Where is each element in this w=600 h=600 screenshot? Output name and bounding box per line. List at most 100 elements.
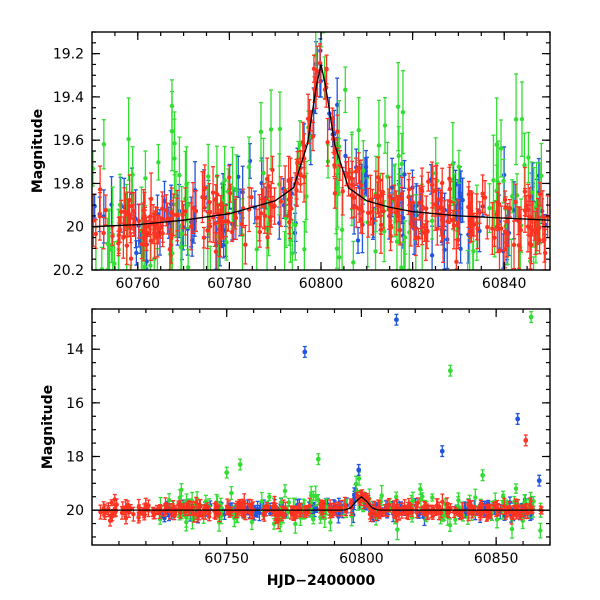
point-marker bbox=[278, 500, 284, 505]
data-point bbox=[160, 191, 165, 227]
point-marker bbox=[215, 192, 220, 197]
data-point bbox=[128, 264, 133, 270]
point-marker bbox=[420, 494, 425, 499]
data-point bbox=[229, 222, 235, 243]
point-marker bbox=[243, 242, 248, 247]
point-marker bbox=[381, 208, 386, 214]
point-marker bbox=[494, 212, 499, 217]
data-point bbox=[193, 190, 199, 232]
point-marker bbox=[439, 180, 445, 186]
point-marker bbox=[315, 69, 320, 74]
data-point bbox=[447, 164, 453, 214]
data-point bbox=[95, 287, 99, 357]
data-point bbox=[537, 181, 543, 207]
point-marker bbox=[317, 60, 323, 66]
point-marker bbox=[423, 232, 429, 238]
point-marker bbox=[143, 176, 148, 181]
point-marker bbox=[128, 256, 134, 261]
data-point bbox=[311, 514, 316, 525]
point-marker bbox=[282, 271, 286, 275]
data-point bbox=[346, 156, 351, 197]
point-marker bbox=[218, 234, 223, 239]
point-marker bbox=[258, 129, 264, 134]
point-marker bbox=[494, 517, 500, 522]
point-marker bbox=[259, 499, 265, 504]
point-marker bbox=[466, 192, 472, 197]
point-marker bbox=[125, 212, 130, 217]
point-marker bbox=[475, 302, 479, 306]
point-marker bbox=[293, 521, 298, 527]
data-point bbox=[97, 282, 101, 357]
data-point bbox=[122, 187, 127, 237]
data-point bbox=[511, 220, 517, 270]
point-marker bbox=[516, 243, 522, 248]
point-marker bbox=[480, 191, 485, 196]
point-marker bbox=[118, 209, 124, 214]
point-marker bbox=[513, 199, 518, 205]
point-marker bbox=[321, 12, 325, 16]
point-marker bbox=[450, 161, 456, 167]
data-point bbox=[456, 492, 461, 509]
data-point bbox=[258, 101, 264, 162]
point-marker bbox=[160, 231, 165, 236]
point-marker bbox=[456, 164, 462, 169]
point-marker bbox=[518, 227, 524, 233]
point-marker bbox=[395, 527, 400, 532]
point-marker bbox=[430, 189, 436, 194]
data-point bbox=[218, 194, 223, 215]
point-marker bbox=[537, 192, 543, 197]
point-marker bbox=[290, 251, 295, 256]
data-point bbox=[175, 197, 180, 232]
data-point bbox=[482, 180, 488, 216]
point-marker bbox=[190, 205, 196, 211]
data-point bbox=[286, 181, 292, 218]
data-point bbox=[110, 226, 115, 247]
point-marker bbox=[298, 173, 303, 178]
data-point bbox=[282, 484, 288, 498]
point-marker bbox=[543, 250, 548, 256]
data-point bbox=[218, 215, 223, 258]
point-marker bbox=[403, 271, 407, 275]
point-marker bbox=[167, 247, 173, 252]
point-marker bbox=[282, 188, 288, 194]
data-point bbox=[302, 221, 307, 270]
point-marker bbox=[169, 128, 175, 134]
data-point bbox=[215, 175, 220, 214]
point-marker bbox=[110, 233, 115, 239]
point-marker bbox=[343, 171, 349, 176]
point-marker bbox=[379, 493, 384, 498]
point-marker bbox=[249, 194, 254, 200]
data-point bbox=[320, 12, 325, 34]
data-point bbox=[136, 203, 142, 239]
data-point bbox=[430, 493, 435, 502]
point-marker bbox=[201, 235, 207, 240]
point-marker bbox=[180, 212, 185, 218]
data-point bbox=[518, 208, 524, 252]
point-marker bbox=[393, 210, 399, 216]
point-marker bbox=[184, 519, 189, 525]
data-point bbox=[185, 181, 191, 229]
point-marker bbox=[311, 517, 316, 522]
data-point bbox=[406, 178, 411, 216]
point-marker bbox=[391, 196, 397, 202]
data-point bbox=[183, 187, 188, 236]
data-point bbox=[356, 96, 361, 164]
point-marker bbox=[351, 260, 356, 265]
point-marker bbox=[200, 194, 205, 200]
point-marker bbox=[148, 196, 154, 202]
point-marker bbox=[166, 497, 172, 503]
bottom-data-layer bbox=[98, 311, 544, 541]
data-point bbox=[403, 237, 408, 275]
point-marker bbox=[429, 182, 435, 188]
data-point bbox=[393, 190, 399, 236]
data-point bbox=[513, 483, 519, 494]
point-marker bbox=[97, 214, 103, 219]
point-marker bbox=[370, 209, 375, 215]
point-marker bbox=[185, 203, 191, 208]
data-point bbox=[447, 518, 453, 532]
data-point bbox=[475, 281, 479, 329]
data-point bbox=[420, 492, 425, 501]
point-marker bbox=[236, 174, 241, 180]
point-marker bbox=[511, 242, 517, 248]
